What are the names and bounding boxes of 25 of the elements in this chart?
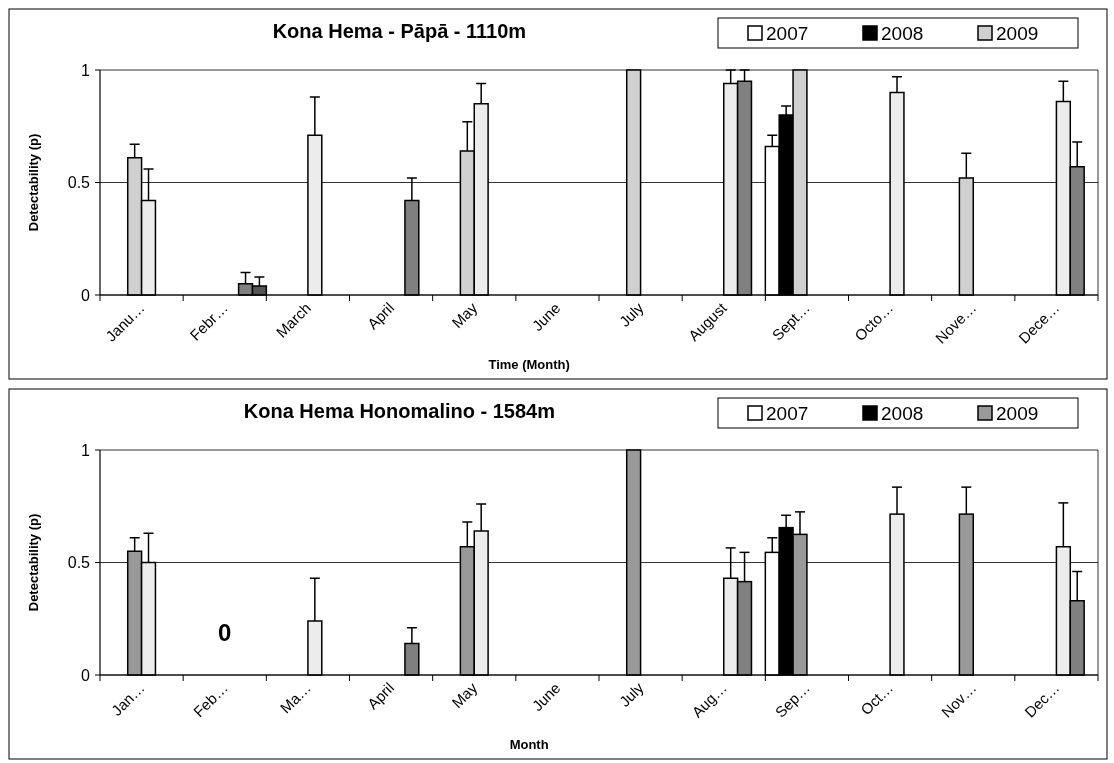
y-tick-label: 0 [81,666,91,684]
y-tick-label: 1 [81,61,91,79]
y-axis-title: Detectability (p) [26,133,41,232]
legend-label: 2007 [766,402,809,424]
x-tick-label: July [615,298,648,330]
y-tick-label: 0.5 [67,554,91,572]
legend-label: 2009 [996,402,1039,424]
legend-label: 2009 [996,22,1039,44]
annotation: 0 [218,619,232,647]
x-axis-title: Month [509,737,549,752]
x-tick-label: Ma… [276,679,315,717]
y-axis-title: Detectability (p) [26,513,41,612]
x-tick-label: Oct… [857,679,897,719]
x-tick-label: May [448,678,481,712]
y-tick-label: 0 [81,286,91,304]
y-tick-label: 1 [81,441,91,459]
legend-label: 2007 [766,22,809,44]
x-tick-label: July [615,678,648,710]
legend-label: 2008 [881,402,924,424]
y-tick-label: 0.5 [67,174,91,192]
x-axis-title: Time (Month) [488,357,570,372]
legend-label: 2008 [881,22,924,44]
chart-title: Kona Hema Honomalino - 1584m [243,400,555,422]
x-tick-label: May [448,298,481,332]
chart-title: Kona Hema - Pāpā - 1110m [272,20,527,42]
